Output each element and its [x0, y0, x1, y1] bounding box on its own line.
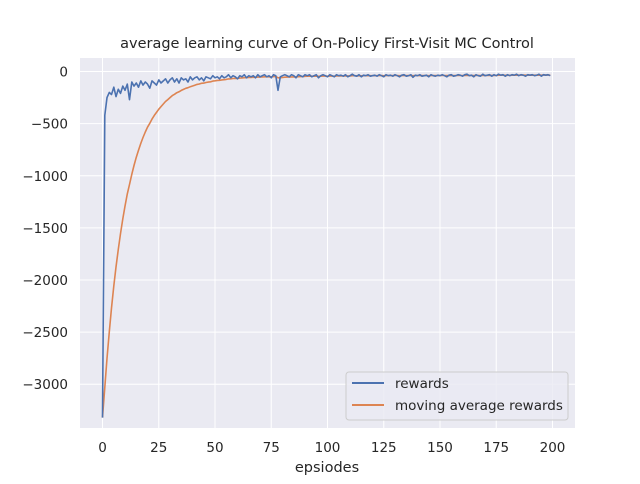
y-tick-label: −2500 [22, 325, 68, 341]
grid [80, 58, 575, 428]
legend-box [345, 371, 569, 421]
x-tick-label: 125 [371, 440, 397, 456]
y-tick-label: −1000 [22, 169, 68, 185]
y-tick-label: 0 [59, 65, 68, 81]
y-tick-label: −1500 [22, 221, 68, 237]
y-tick-label: −3000 [22, 377, 68, 393]
y-tick-label: −500 [31, 117, 68, 133]
chart-title: average learning curve of On-Policy Firs… [120, 36, 534, 52]
x-tick-label: 150 [427, 440, 453, 456]
x-tick-label: 200 [540, 440, 566, 456]
x-tick-label: 100 [315, 440, 341, 456]
tick-labels: 0 25 50 75 100 125 150 175 200 0 −500 −1000 −1500 −20… [22, 65, 565, 456]
legend-label-rewards: rewards [395, 376, 449, 392]
x-tick-label: 175 [483, 440, 509, 456]
legend-label-moving-average: moving average rewards [395, 398, 563, 414]
series-line-rewards [101, 73, 551, 418]
x-tick-label: 50 [206, 440, 223, 456]
x-axis-label: epsiodes [295, 460, 359, 476]
legend: rewards moving average rewards [345, 371, 569, 421]
x-tick-label: 25 [150, 440, 167, 456]
x-tick-label: 0 [98, 440, 107, 456]
series-lines [101, 73, 551, 418]
y-tick-label: −2000 [22, 273, 68, 289]
x-tick-label: 75 [263, 440, 280, 456]
